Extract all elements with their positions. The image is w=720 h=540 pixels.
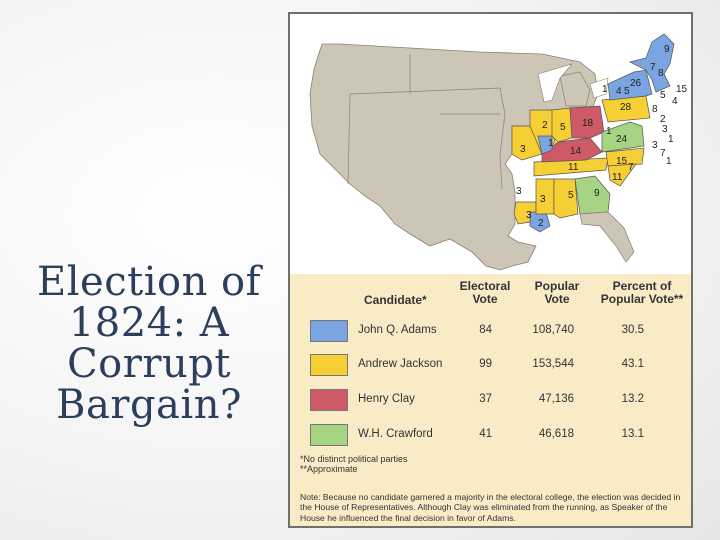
legend-swatch-crawford: [310, 424, 348, 446]
state-new-york: [607, 69, 653, 101]
header-percent: Percent of Popular Vote**: [592, 280, 692, 306]
vote-label: 18: [582, 118, 594, 129]
slide-title: Election of 1824: A Corrupt Bargain?: [37, 259, 261, 428]
territory-lines: [347, 54, 506, 190]
header-electoral: Electoral Vote: [450, 280, 520, 306]
vote-label: 7: [650, 62, 656, 73]
electoral-vote: 37: [479, 393, 492, 405]
vote-label: 2: [538, 218, 544, 229]
vote-label: 7: [628, 162, 634, 173]
state-georgia: [574, 175, 611, 215]
michigan-territory: [559, 71, 591, 107]
header-popular-line1: Popular: [534, 279, 580, 293]
header-popular: Popular Vote: [522, 280, 592, 306]
table-row: Henry Clay 37 47,136 13.2: [302, 389, 682, 419]
electoral-vote: 41: [479, 428, 492, 440]
vote-label: 24: [616, 134, 628, 145]
percent-popular: 30.5: [621, 324, 644, 336]
vote-label: 2: [660, 114, 666, 125]
header-percent-line1: Percent of: [612, 279, 672, 293]
vote-label: 1: [548, 138, 554, 149]
electoral-vote: 84: [479, 324, 492, 336]
header-electoral-line1: Electoral: [459, 279, 511, 293]
vote-label: 1: [666, 156, 672, 167]
vote-label: 11: [612, 172, 623, 183]
vote-label: 5: [568, 190, 574, 201]
state-indiana: [551, 107, 573, 143]
popular-vote: 153,544: [532, 358, 574, 370]
legend-swatch-jackson: [310, 354, 348, 376]
vote-label: 1: [606, 126, 612, 137]
state-new-england: [628, 33, 675, 93]
vote-label: 26: [630, 78, 642, 89]
candidate-name: Henry Clay: [358, 393, 415, 405]
vote-label: 3: [526, 210, 532, 221]
explanatory-note: Note: Because no candidate garnered a ma…: [300, 492, 681, 523]
header-percent-line2: Popular Vote**: [600, 292, 684, 306]
vote-label: 28: [620, 102, 632, 113]
vote-label: 3: [652, 140, 658, 151]
vote-label: 2: [542, 120, 548, 131]
election-figure: 9 7 8 15 4 26 5 4 5 28 1 8 2 3 1 18 5 2 …: [288, 12, 693, 528]
candidate-name: W.H. Crawford: [358, 428, 433, 440]
vote-label: 3: [516, 186, 522, 197]
vote-label: 4: [672, 96, 678, 107]
vote-label: 9: [594, 188, 600, 199]
table-row: John Q. Adams 84 108,740 30.5: [302, 320, 682, 350]
vote-label: 4: [616, 86, 622, 97]
state-north-carolina: [605, 147, 645, 167]
percent-popular: 13.1: [621, 428, 644, 440]
vote-label: 1: [602, 84, 608, 95]
header-candidate: Candidate*: [364, 293, 427, 307]
legend-swatch-clay: [310, 389, 348, 411]
footnote-approximate: **Approximate: [300, 464, 358, 474]
state-alabama: [553, 178, 579, 219]
legend-swatch-adams: [310, 320, 348, 342]
vote-label: 3: [662, 124, 668, 135]
election-map: 9 7 8 15 4 26 5 4 5 28 1 8 2 3 1 18 5 2 …: [290, 14, 691, 274]
popular-vote: 47,136: [538, 393, 574, 405]
vote-label: 3: [540, 194, 546, 205]
vote-label: 5: [560, 122, 566, 133]
popular-vote: 46,618: [538, 428, 574, 440]
vote-label: 5: [660, 90, 666, 101]
table-row: Andrew Jackson 99 153,544 43.1: [302, 354, 682, 384]
candidate-name: Andrew Jackson: [358, 358, 443, 370]
state-virginia: [601, 121, 645, 153]
vote-label: 3: [520, 144, 526, 155]
table-row: W.H. Crawford 41 46,618 13.1: [302, 424, 682, 454]
state-vote-labels: 9 7 8 15 4 26 5 4 5 28 1 8 2 3 1 18 5 2 …: [516, 44, 688, 229]
vote-label: 5: [624, 86, 630, 97]
table-footnotes: *No distinct political parties **Approxi…: [300, 454, 408, 474]
vote-label: 14: [570, 146, 582, 157]
florida-territory: [579, 211, 635, 263]
great-lakes: [537, 63, 609, 103]
vote-label: 8: [652, 104, 658, 115]
electoral-vote: 99: [479, 358, 492, 370]
vote-label: 15: [676, 84, 688, 95]
vote-label: 8: [658, 68, 664, 79]
vote-label: 11: [568, 162, 579, 173]
header-popular-line2: Vote: [544, 292, 570, 306]
vote-label: 7: [660, 148, 666, 159]
state-illinois-adams: [537, 135, 553, 155]
percent-popular: 13.2: [621, 393, 644, 405]
footnote-parties: *No distinct political parties: [300, 454, 408, 464]
vote-label: 1: [668, 134, 674, 145]
percent-popular: 43.1: [621, 358, 644, 370]
header-electoral-line2: Vote: [472, 292, 498, 306]
candidate-name: John Q. Adams: [358, 324, 437, 336]
vote-label: 9: [664, 44, 670, 55]
territories-region: [309, 43, 599, 271]
state-ohio: [569, 105, 605, 139]
vote-label: 15: [616, 156, 628, 167]
popular-vote: 108,740: [532, 324, 574, 336]
state-south-carolina: [607, 163, 637, 187]
